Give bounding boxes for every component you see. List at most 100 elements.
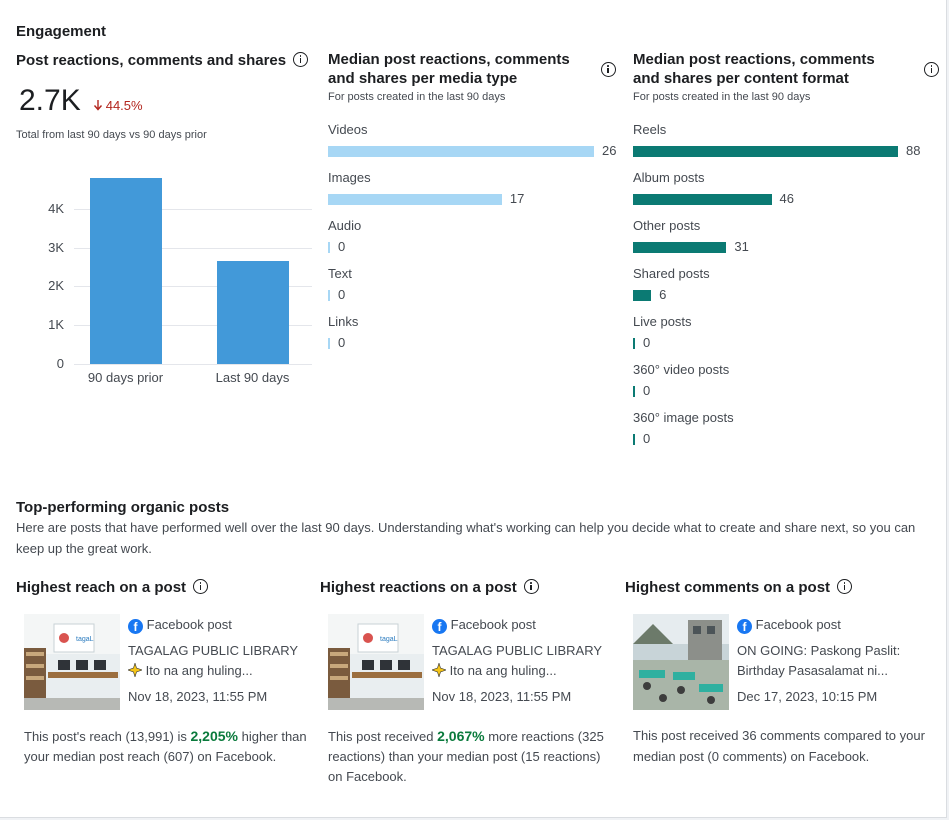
bar-value-label: 0 [338, 287, 346, 302]
facebook-icon: f [128, 619, 143, 634]
post-type-label: Facebook post [146, 617, 232, 632]
info-icon[interactable] [293, 52, 309, 67]
total-value-row: 2.7K 44.5% [19, 84, 143, 118]
post-thumbnail[interactable]: tagaL [24, 614, 120, 710]
bar-value-label: 17 [509, 191, 525, 206]
chart-bar[interactable] [328, 242, 330, 253]
post-card-highest-reactions: Highest reactions on a post tagaL [320, 578, 620, 784]
post-date: Dec 17, 2023, 10:15 PM [737, 689, 878, 704]
chart-bar[interactable] [633, 146, 898, 157]
gridline [74, 247, 312, 249]
bar-value-label: 0 [338, 239, 346, 254]
post-card-heading: Highest comments on a post [625, 578, 935, 597]
bar-category-label: Other posts [633, 218, 701, 233]
bar-category-label: Audio [328, 218, 362, 233]
chart-bar[interactable] [328, 338, 330, 349]
bar-category-label: Album posts [633, 170, 705, 185]
delta-value: 44.5% [93, 98, 143, 113]
sparkle-emoji-icon [128, 663, 142, 677]
post-meta: f Facebook post TAGALAG PUBLIC LIBRARY I… [128, 613, 318, 709]
bar-value-label: 26 [602, 143, 617, 158]
bar-value-label: 88 [906, 143, 921, 158]
blurb-text: more reactions (325 reactions) than your… [328, 729, 604, 784]
chart-bar[interactable] [633, 338, 635, 349]
y-tick-label: 2K [48, 278, 64, 294]
post-type-label: Facebook post [450, 617, 536, 632]
post-card-blurb: This post received 36 comments compared … [633, 726, 928, 767]
info-icon[interactable] [601, 62, 616, 77]
gridline [74, 325, 312, 327]
info-icon[interactable] [837, 579, 853, 594]
bar-value-label: 0 [643, 383, 651, 398]
outdoor-event-photo-icon [633, 614, 729, 710]
info-icon[interactable] [523, 579, 539, 594]
post-meta: f Facebook post TAGALAG PUBLIC LIBRARY I… [432, 613, 622, 709]
bar-value-label: 6 [659, 287, 667, 302]
bar-category-label: Live posts [633, 314, 692, 329]
gridline [74, 286, 312, 288]
post-text-line1[interactable]: ON GOING: Paskong Paslit: [737, 643, 901, 658]
x-category-label: Last 90 days [215, 370, 290, 385]
library-photo-icon: tagaL [24, 614, 120, 710]
blurb-highlight: 2,067% [437, 728, 485, 744]
post-text-line2: Ito na ang huling... [449, 663, 557, 678]
post-card-blurb: This post's reach (13,991) is 2,205% hig… [24, 726, 309, 767]
post-thumbnail[interactable] [633, 614, 729, 710]
chart-bar[interactable] [328, 290, 330, 301]
bar-value-label: 46 [779, 191, 794, 206]
bar-value-label: 0 [643, 431, 651, 446]
post-date: Nov 18, 2023, 11:55 PM [128, 689, 268, 704]
delta-text: 44.5% [105, 98, 143, 113]
chart-bar[interactable] [328, 194, 502, 205]
post-type-row: f Facebook post [432, 613, 622, 637]
post-text-line1[interactable]: TAGALAG PUBLIC LIBRARY [128, 643, 299, 658]
blurb-text: This post received 36 comments compared … [633, 728, 925, 764]
chart-bar[interactable] [633, 194, 772, 205]
total-bar-chart: 0 1K 2K 3K 4K 90 days prior Last 90 days [40, 160, 312, 400]
chart-bar[interactable] [633, 242, 727, 253]
total-value: 2.7K [19, 84, 81, 117]
bar-value-label: 0 [643, 335, 651, 350]
y-tick-label: 1K [48, 317, 64, 333]
post-date: Nov 18, 2023, 11:55 PM [432, 689, 572, 704]
svg-text:tagaL: tagaL [380, 636, 398, 643]
bar-category-label: 360° image posts [633, 410, 734, 425]
section-title-top-posts: Top-performing organic posts [16, 499, 230, 516]
blurb-text: This post received [328, 729, 438, 744]
post-type-row: f Facebook post [737, 613, 932, 637]
bar-category-label: Images [328, 170, 371, 185]
content-format-panel-title: Median post reactions, comments and shar… [633, 51, 875, 87]
content-format-panel-subtitle: For posts created in the last 90 days [633, 91, 811, 103]
post-card-heading: Highest reach on a post [16, 578, 316, 597]
post-text-line2: Ito na ang huling... [145, 663, 253, 678]
total-panel-title: Post reactions, comments and shares [16, 51, 309, 70]
library-photo-icon: tagaL [328, 614, 424, 710]
post-type-row: f Facebook post [128, 613, 318, 637]
bar-category-label: Text [328, 266, 352, 281]
x-category-label: 90 days prior [87, 370, 164, 385]
total-caption: Total from last 90 days vs 90 days prior [16, 129, 207, 141]
bar-category-label: Videos [328, 122, 368, 137]
info-icon[interactable] [193, 579, 209, 594]
post-text-line1[interactable]: TAGALAG PUBLIC LIBRARY [432, 643, 603, 658]
facebook-icon: f [737, 619, 752, 634]
svg-text:tagaL: tagaL [76, 636, 94, 643]
post-card-highest-reach: Highest reach on a post tagaL [16, 578, 316, 764]
top-posts-description: Here are posts that have performed well … [16, 520, 916, 556]
chart-bar[interactable] [216, 260, 289, 364]
post-text-line2-row: Ito na ang huling... [128, 661, 318, 681]
chart-bar[interactable] [89, 177, 162, 364]
gridline [74, 208, 312, 210]
chart-bar[interactable] [328, 146, 594, 157]
chart-bar[interactable] [633, 290, 652, 301]
chart-bar[interactable] [633, 386, 635, 397]
chart-bar[interactable] [633, 434, 635, 445]
post-thumbnail[interactable]: tagaL [328, 614, 424, 710]
bar-category-label: 360° video posts [633, 362, 730, 377]
info-icon[interactable] [924, 62, 940, 77]
total-panel-title-text: Post reactions, comments and shares [16, 52, 287, 69]
post-card-heading-text: Highest comments on a post [625, 579, 831, 596]
section-title-engagement: Engagement [16, 23, 107, 40]
post-card-blurb: This post received 2,067% more reactions… [328, 726, 613, 787]
post-type-label: Facebook post [755, 617, 841, 632]
